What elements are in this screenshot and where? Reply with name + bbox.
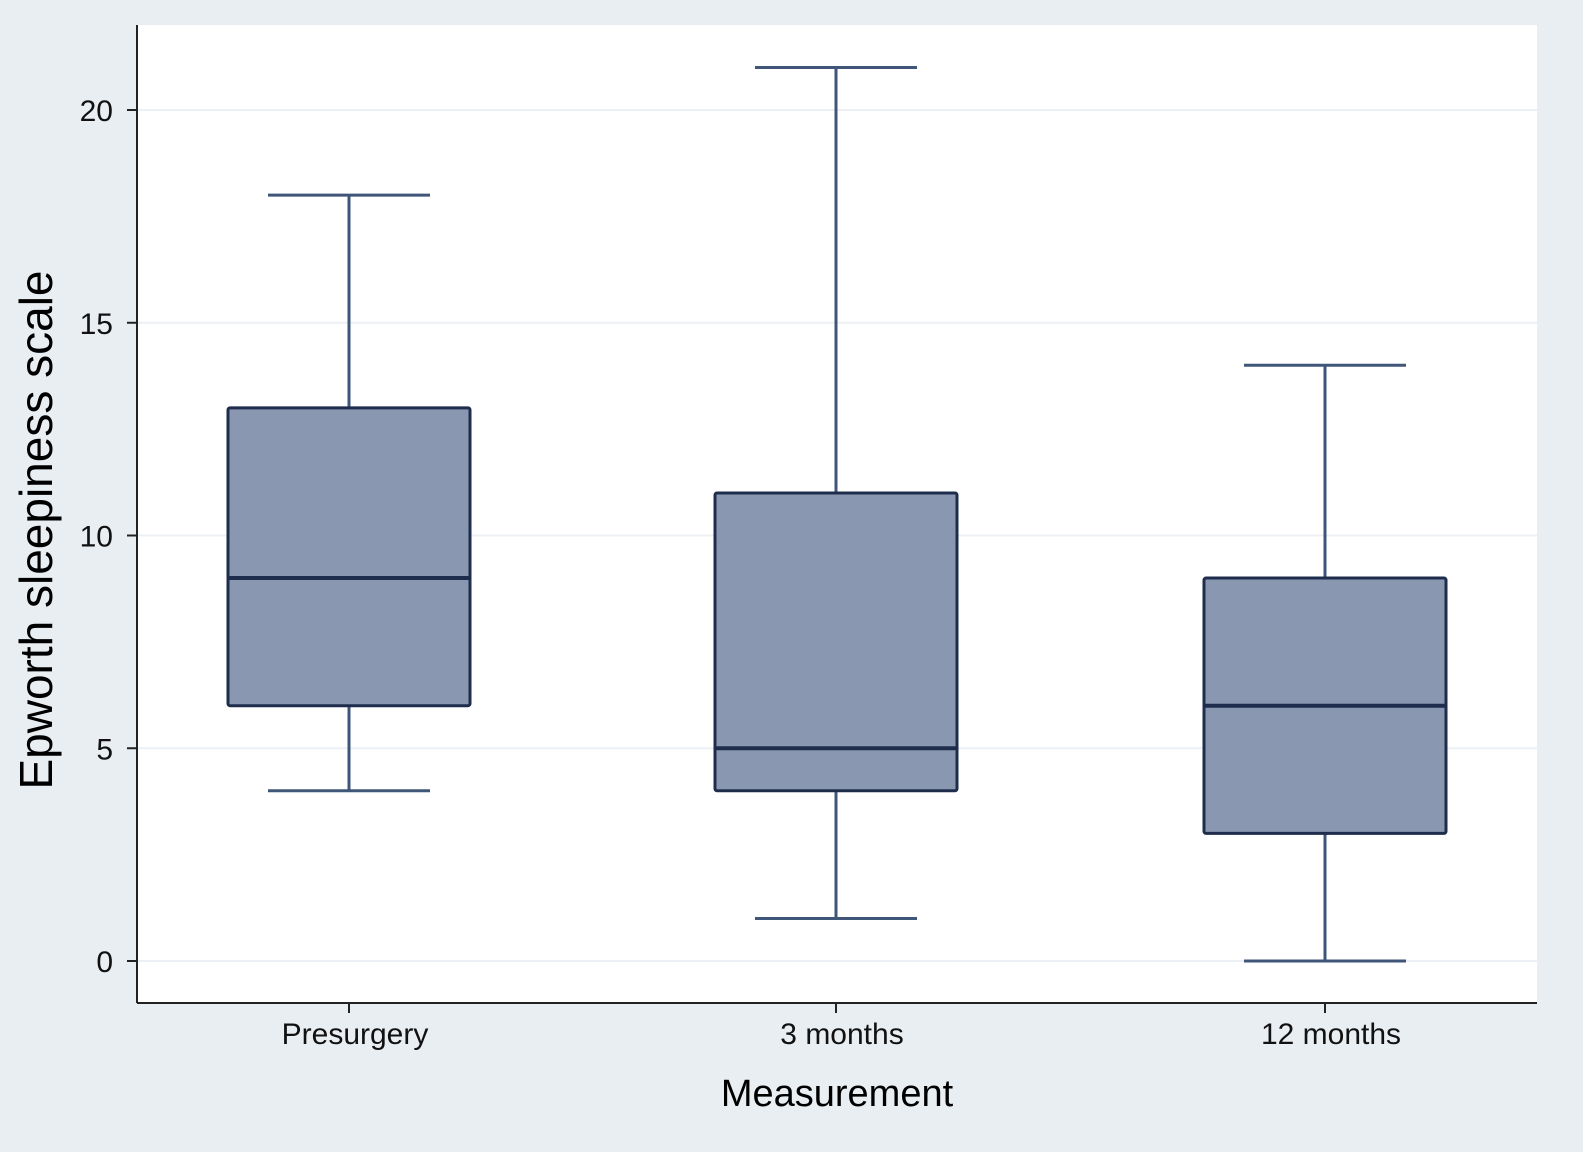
y-tick-label: 20 [80,95,113,128]
x-axis-ticks: Presurgery 3 months 12 months [282,1003,1401,1051]
x-tick-label: 12 months [1261,1018,1401,1051]
y-axis-ticks: 0 5 10 15 20 [80,95,137,979]
iqr-box [713,491,959,793]
box-group [713,65,959,920]
box-group [1202,363,1448,963]
x-axis-title: Measurement [721,1073,954,1115]
y-tick-label: 5 [96,733,113,766]
y-tick-label: 0 [96,946,113,979]
y-axis-title: Epworth sleepiness scale [10,270,62,789]
y-tick-label: 15 [80,308,113,341]
y-tick-label: 10 [80,521,113,554]
box-group [226,193,472,793]
boxes [226,65,1448,963]
iqr-box [226,406,472,708]
x-tick-label: 3 months [780,1018,903,1051]
x-tick-label: Presurgery [282,1018,429,1051]
